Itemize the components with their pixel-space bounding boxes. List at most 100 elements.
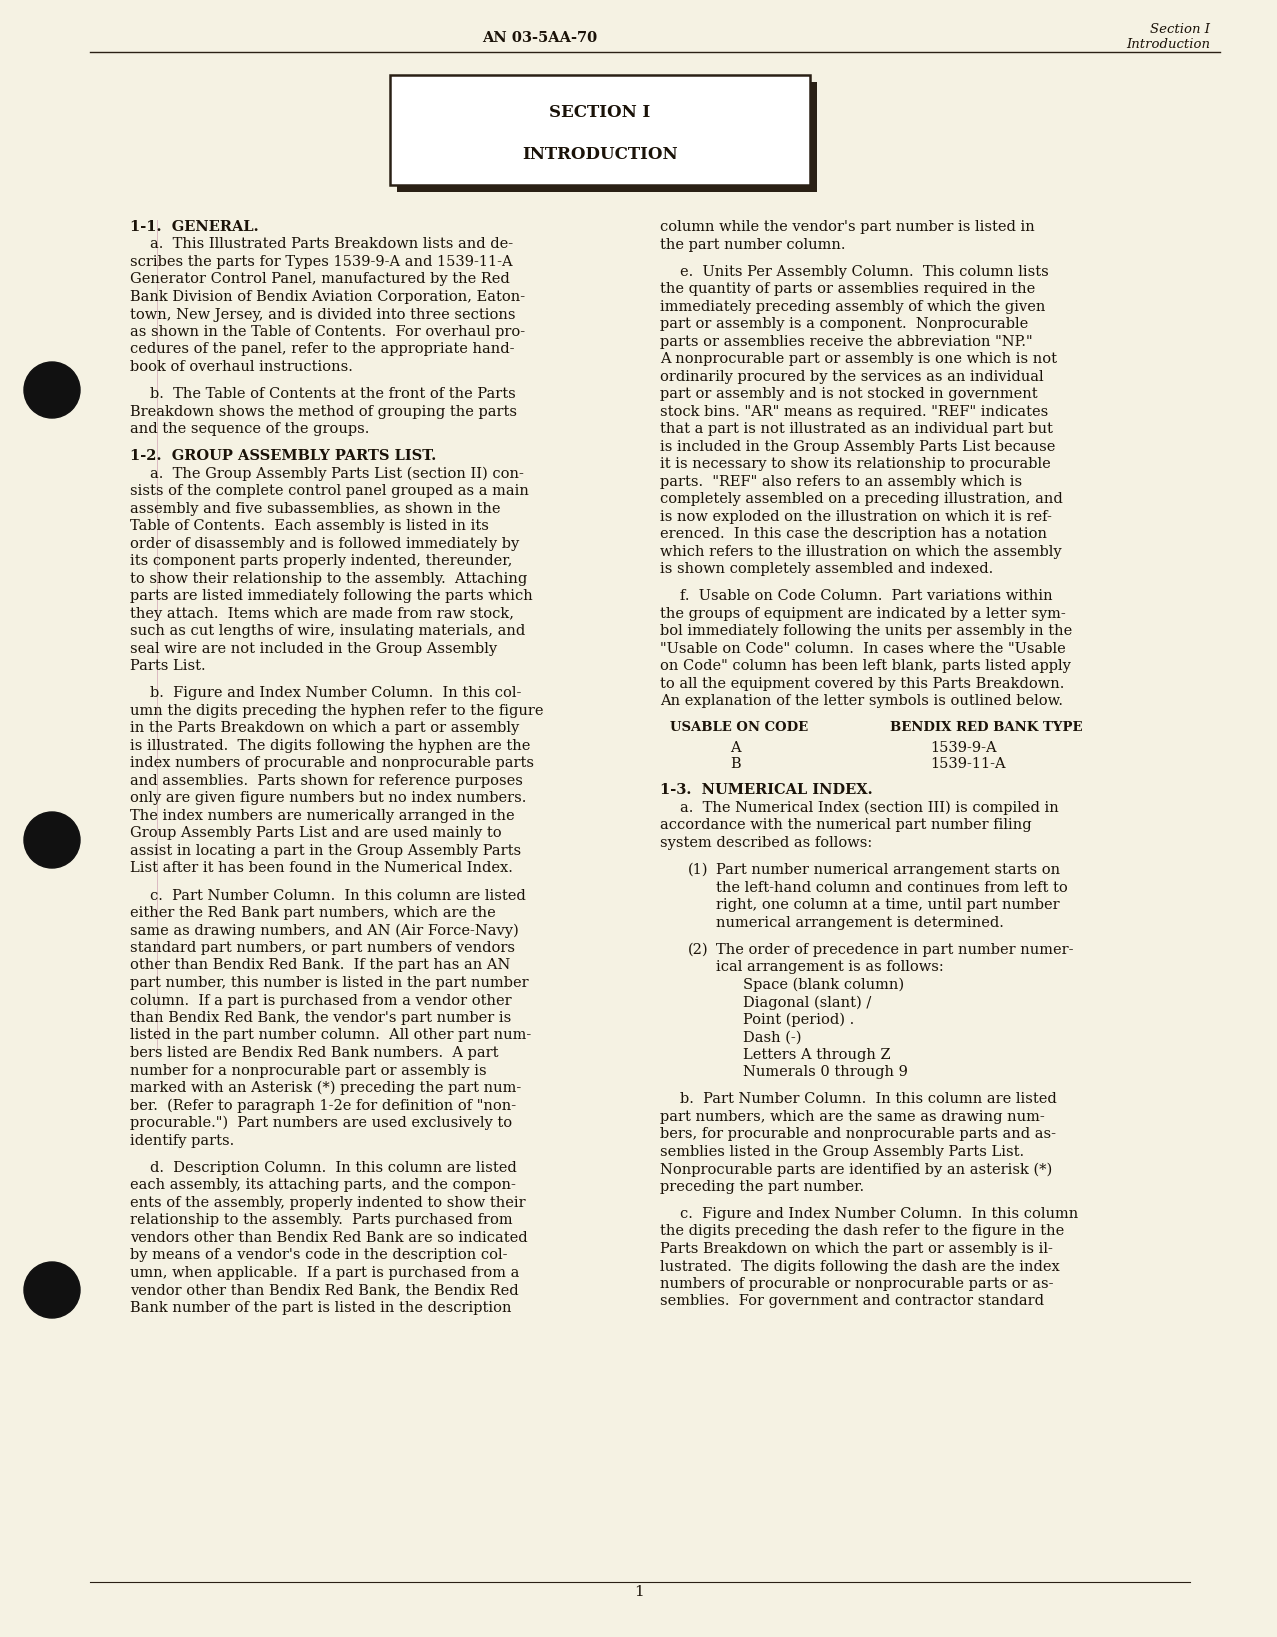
Text: that a part is not illustrated as an individual part but: that a part is not illustrated as an ind… (660, 422, 1052, 435)
Text: is included in the Group Assembly Parts List because: is included in the Group Assembly Parts … (660, 440, 1055, 453)
Text: marked with an Asterisk (*) preceding the part num-: marked with an Asterisk (*) preceding th… (130, 1080, 521, 1095)
Text: to all the equipment covered by this Parts Breakdown.: to all the equipment covered by this Par… (660, 676, 1064, 691)
Text: stock bins. "AR" means as required. "REF" indicates: stock bins. "AR" means as required. "REF… (660, 404, 1048, 419)
Text: book of overhaul instructions.: book of overhaul instructions. (130, 360, 352, 373)
Text: 1-2.  GROUP ASSEMBLY PARTS LIST.: 1-2. GROUP ASSEMBLY PARTS LIST. (130, 449, 437, 463)
Text: the quantity of parts or assemblies required in the: the quantity of parts or assemblies requ… (660, 282, 1036, 296)
Text: 1-1.  GENERAL.: 1-1. GENERAL. (130, 219, 259, 234)
Text: Point (period) .: Point (period) . (743, 1013, 854, 1026)
Text: part or assembly and is not stocked in government: part or assembly and is not stocked in g… (660, 386, 1038, 401)
Text: b.  The Table of Contents at the front of the Parts: b. The Table of Contents at the front of… (149, 386, 516, 401)
Text: and assemblies.  Parts shown for reference purposes: and assemblies. Parts shown for referenc… (130, 774, 522, 787)
Text: a.  This Illustrated Parts Breakdown lists and de-: a. This Illustrated Parts Breakdown list… (149, 237, 513, 252)
Text: USABLE ON CODE: USABLE ON CODE (670, 722, 808, 735)
Text: preceding the part number.: preceding the part number. (660, 1180, 865, 1193)
Bar (389, 75, 810, 185)
Text: The index numbers are numerically arranged in the: The index numbers are numerically arrang… (130, 809, 515, 823)
Text: they attach.  Items which are made from raw stock,: they attach. Items which are made from r… (130, 607, 515, 620)
Text: 1539-9-A: 1539-9-A (930, 740, 996, 755)
Text: A: A (730, 740, 741, 755)
Text: Numerals 0 through 9: Numerals 0 through 9 (743, 1066, 908, 1079)
Text: parts.  "REF" also refers to an assembly which is: parts. "REF" also refers to an assembly … (660, 475, 1022, 488)
Text: either the Red Bank part numbers, which are the: either the Red Bank part numbers, which … (130, 905, 495, 920)
Text: is shown completely assembled and indexed.: is shown completely assembled and indexe… (660, 561, 994, 576)
Text: a.  The Group Assembly Parts List (section II) con-: a. The Group Assembly Parts List (sectio… (149, 467, 524, 481)
Text: ber.  (Refer to paragraph 1-2e for definition of "non-: ber. (Refer to paragraph 1-2e for defini… (130, 1098, 516, 1113)
Text: c.  Part Number Column.  In this column are listed: c. Part Number Column. In this column ar… (149, 889, 526, 902)
Text: such as cut lengths of wire, insulating materials, and: such as cut lengths of wire, insulating … (130, 624, 525, 638)
Text: lustrated.  The digits following the dash are the index: lustrated. The digits following the dash… (660, 1259, 1060, 1274)
Text: Diagonal (slant) /: Diagonal (slant) / (743, 995, 871, 1010)
Text: semblies.  For government and contractor standard: semblies. For government and contractor … (660, 1295, 1045, 1308)
Bar (397, 82, 817, 192)
Text: sists of the complete control panel grouped as a main: sists of the complete control panel grou… (130, 485, 529, 498)
Text: Parts Breakdown on which the part or assembly is il-: Parts Breakdown on which the part or ass… (660, 1242, 1052, 1256)
Text: column.  If a part is purchased from a vendor other: column. If a part is purchased from a ve… (130, 994, 512, 1007)
Text: the groups of equipment are indicated by a letter sym-: the groups of equipment are indicated by… (660, 607, 1066, 620)
Text: Table of Contents.  Each assembly is listed in its: Table of Contents. Each assembly is list… (130, 519, 489, 534)
Text: right, one column at a time, until part number: right, one column at a time, until part … (716, 899, 1060, 912)
Text: bers, for procurable and nonprocurable parts and as-: bers, for procurable and nonprocurable p… (660, 1128, 1056, 1141)
Text: numbers of procurable or nonprocurable parts or as-: numbers of procurable or nonprocurable p… (660, 1277, 1054, 1292)
Text: order of disassembly and is followed immediately by: order of disassembly and is followed imm… (130, 537, 520, 550)
Text: column while the vendor's part number is listed in: column while the vendor's part number is… (660, 219, 1034, 234)
Text: Bank number of the part is listed in the description: Bank number of the part is listed in the… (130, 1301, 512, 1315)
Text: ordinarily procured by the services as an individual: ordinarily procured by the services as a… (660, 370, 1043, 383)
Text: AN 03-5AA-70: AN 03-5AA-70 (483, 31, 598, 44)
Text: part or assembly is a component.  Nonprocurable: part or assembly is a component. Nonproc… (660, 318, 1028, 331)
Circle shape (24, 812, 80, 868)
Text: procurable.")  Part numbers are used exclusively to: procurable.") Part numbers are used excl… (130, 1116, 512, 1131)
Text: List after it has been found in the Numerical Index.: List after it has been found in the Nume… (130, 861, 513, 876)
Text: the left-hand column and continues from left to: the left-hand column and continues from … (716, 881, 1068, 895)
Text: (2): (2) (688, 943, 709, 956)
Text: ents of the assembly, properly indented to show their: ents of the assembly, properly indented … (130, 1195, 526, 1210)
Text: Letters A through Z: Letters A through Z (743, 1048, 890, 1062)
Text: it is necessary to show its relationship to procurable: it is necessary to show its relationship… (660, 457, 1051, 471)
Text: listed in the part number column.  All other part num-: listed in the part number column. All ot… (130, 1028, 531, 1043)
Text: 1-3.  NUMERICAL INDEX.: 1-3. NUMERICAL INDEX. (660, 784, 872, 797)
Text: seal wire are not included in the Group Assembly: seal wire are not included in the Group … (130, 642, 497, 656)
Text: "Usable on Code" column.  In cases where the "Usable: "Usable on Code" column. In cases where … (660, 642, 1066, 656)
Text: same as drawing numbers, and AN (Air Force-Navy): same as drawing numbers, and AN (Air For… (130, 923, 518, 938)
Text: cedures of the panel, refer to the appropriate hand-: cedures of the panel, refer to the appro… (130, 342, 515, 357)
Text: other than Bendix Red Bank.  If the part has an AN: other than Bendix Red Bank. If the part … (130, 959, 511, 972)
Text: which refers to the illustration on which the assembly: which refers to the illustration on whic… (660, 545, 1061, 558)
Text: Generator Control Panel, manufactured by the Red: Generator Control Panel, manufactured by… (130, 272, 510, 286)
Text: assist in locating a part in the Group Assembly Parts: assist in locating a part in the Group A… (130, 845, 521, 858)
Text: A nonprocurable part or assembly is one which is not: A nonprocurable part or assembly is one … (660, 352, 1057, 367)
Text: Introduction: Introduction (1126, 38, 1211, 51)
Text: Bank Division of Bendix Aviation Corporation, Eaton-: Bank Division of Bendix Aviation Corpora… (130, 290, 525, 304)
Text: SECTION I: SECTION I (549, 103, 650, 121)
Text: vendors other than Bendix Red Bank are so indicated: vendors other than Bendix Red Bank are s… (130, 1231, 527, 1244)
Text: Breakdown shows the method of grouping the parts: Breakdown shows the method of grouping t… (130, 404, 517, 419)
Text: Nonprocurable parts are identified by an asterisk (*): Nonprocurable parts are identified by an… (660, 1162, 1052, 1177)
Text: umn the digits preceding the hyphen refer to the figure: umn the digits preceding the hyphen refe… (130, 704, 544, 719)
Text: bol immediately following the units per assembly in the: bol immediately following the units per … (660, 624, 1073, 638)
Text: in the Parts Breakdown on which a part or assembly: in the Parts Breakdown on which a part o… (130, 722, 520, 735)
Text: is illustrated.  The digits following the hyphen are the: is illustrated. The digits following the… (130, 738, 530, 753)
Text: to show their relationship to the assembly.  Attaching: to show their relationship to the assemb… (130, 571, 527, 586)
Text: by means of a vendor's code in the description col-: by means of a vendor's code in the descr… (130, 1247, 507, 1262)
Text: 1: 1 (633, 1585, 644, 1599)
Text: B: B (730, 758, 741, 771)
Text: immediately preceding assembly of which the given: immediately preceding assembly of which … (660, 300, 1046, 314)
Text: system described as follows:: system described as follows: (660, 837, 872, 850)
Text: Part number numerical arrangement starts on: Part number numerical arrangement starts… (716, 863, 1060, 877)
Text: Space (blank column): Space (blank column) (743, 977, 904, 992)
Text: accordance with the numerical part number filing: accordance with the numerical part numbe… (660, 818, 1032, 833)
Text: as shown in the Table of Contents.  For overhaul pro-: as shown in the Table of Contents. For o… (130, 326, 525, 339)
Text: a.  The Numerical Index (section III) is compiled in: a. The Numerical Index (section III) is … (679, 800, 1059, 815)
Text: An explanation of the letter symbols is outlined below.: An explanation of the letter symbols is … (660, 694, 1062, 709)
Text: b.  Part Number Column.  In this column are listed: b. Part Number Column. In this column ar… (679, 1092, 1057, 1107)
Text: vendor other than Bendix Red Bank, the Bendix Red: vendor other than Bendix Red Bank, the B… (130, 1283, 518, 1297)
Text: part number, this number is listed in the part number: part number, this number is listed in th… (130, 976, 529, 990)
Text: than Bendix Red Bank, the vendor's part number is: than Bendix Red Bank, the vendor's part … (130, 1012, 511, 1025)
Text: scribes the parts for Types 1539-9-A and 1539-11-A: scribes the parts for Types 1539-9-A and… (130, 255, 512, 268)
Text: BENDIX RED BANK TYPE: BENDIX RED BANK TYPE (890, 722, 1083, 735)
Circle shape (24, 1262, 80, 1318)
Text: ical arrangement is as follows:: ical arrangement is as follows: (716, 961, 944, 974)
Text: Dash (-): Dash (-) (743, 1030, 802, 1044)
Text: (1): (1) (688, 863, 709, 877)
Text: c.  Figure and Index Number Column.  In this column: c. Figure and Index Number Column. In th… (679, 1206, 1078, 1221)
Text: completely assembled on a preceding illustration, and: completely assembled on a preceding illu… (660, 493, 1062, 506)
